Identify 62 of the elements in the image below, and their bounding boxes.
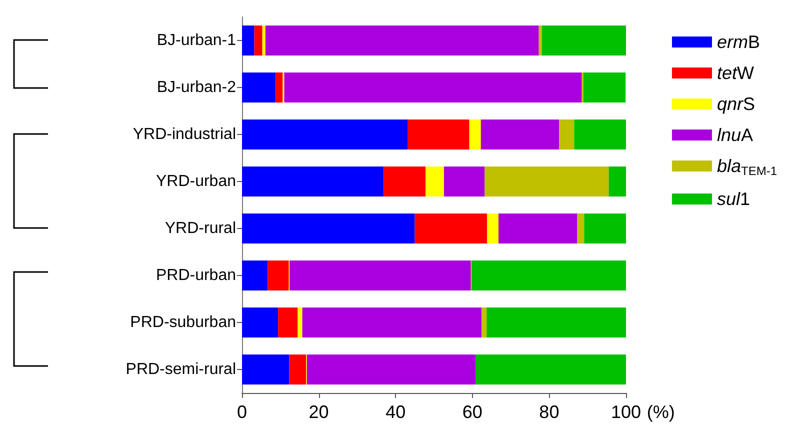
bar <box>498 213 578 244</box>
bar <box>242 119 408 150</box>
x-tick-label: 0 <box>236 402 248 422</box>
bar <box>408 119 470 150</box>
legend-label: sul1 <box>716 189 750 209</box>
bar <box>486 213 499 244</box>
y-tick-label: PRD-urban <box>156 267 236 284</box>
bar <box>262 25 266 56</box>
legend-label: lnuA <box>716 125 754 145</box>
y-tick-label: PRD-suburban <box>130 314 236 331</box>
bar <box>574 119 626 150</box>
bar <box>302 307 482 338</box>
y-tick-label: YRD-industrial <box>132 126 236 143</box>
y-tick-label: BJ-urban-1 <box>156 32 236 49</box>
x-axis-title: (%) <box>646 402 675 422</box>
bar <box>254 25 262 56</box>
legend-label: ermB <box>716 32 760 52</box>
bar <box>284 72 582 103</box>
y-tick-label: PRD-semi-rural <box>126 361 236 378</box>
y-tick-label: BJ-urban-2 <box>156 79 236 96</box>
bar <box>289 354 306 385</box>
bar <box>242 260 268 291</box>
bar <box>608 166 626 197</box>
bar <box>480 119 560 150</box>
bar <box>306 354 476 385</box>
x-tick-label: 60 <box>462 402 482 422</box>
bar <box>472 260 626 291</box>
bar <box>444 166 485 197</box>
bar <box>542 25 626 56</box>
bar <box>298 307 302 338</box>
x-tick-label: 80 <box>539 402 560 422</box>
bar <box>242 307 278 338</box>
bar <box>426 166 444 197</box>
bar <box>538 25 542 56</box>
bar <box>242 25 254 56</box>
bar <box>242 213 415 244</box>
bar <box>242 354 290 385</box>
bar <box>482 307 487 338</box>
bar <box>559 119 574 150</box>
bar <box>584 213 626 244</box>
bar <box>268 260 289 291</box>
bar <box>469 119 481 150</box>
legend-label: tetW <box>716 63 754 83</box>
bar <box>265 25 539 56</box>
bar <box>476 354 626 385</box>
bar <box>275 72 283 103</box>
x-tick-label: 100 <box>610 402 642 422</box>
legend-label: qnrS <box>716 94 756 114</box>
bar <box>583 72 626 103</box>
bar <box>290 260 471 291</box>
bar <box>486 307 626 338</box>
y-tick-label: YRD-rural <box>164 220 236 237</box>
y-tick-label: YRD-urban <box>156 173 236 190</box>
bar <box>384 166 426 197</box>
bar <box>414 213 487 244</box>
bar <box>278 307 298 338</box>
bar <box>242 72 276 103</box>
x-tick-label: 40 <box>386 402 406 422</box>
x-tick-label: 20 <box>308 402 329 422</box>
bar <box>577 213 584 244</box>
bar <box>484 166 609 197</box>
bar <box>242 166 384 197</box>
